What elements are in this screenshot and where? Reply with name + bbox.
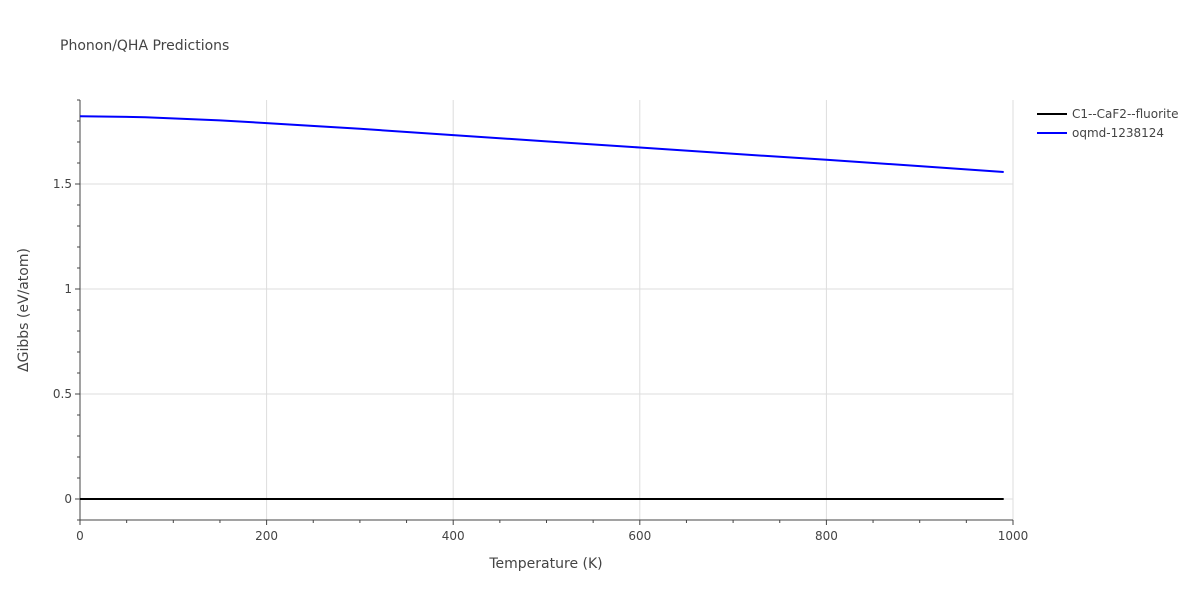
legend: C1--CaF2--fluorite oqmd-1238124: [1037, 107, 1178, 140]
legend-label: C1--CaF2--fluorite: [1072, 107, 1178, 121]
y-tick-label: 0.5: [53, 387, 72, 401]
x-tick-label: 1000: [998, 529, 1029, 543]
y-axis-title: ΔGibbs (eV/atom): [16, 248, 32, 372]
y-tick-label: 1: [64, 282, 72, 296]
x-axis-title: Temperature (K): [488, 556, 602, 572]
x-tick-label: 800: [815, 529, 838, 543]
legend-label: oqmd-1238124: [1072, 126, 1164, 140]
plot-area: [79, 115, 1004, 500]
y-tick-label: 1.5: [53, 177, 72, 191]
x-tick-label: 600: [628, 529, 651, 543]
x-tick-label: 200: [255, 529, 278, 543]
y-tick-label: 0: [64, 492, 72, 506]
series-line-oqmd-1238124: [79, 115, 1004, 173]
chart-title: Phonon/QHA Predictions: [60, 38, 229, 54]
axes: 0 200 400 600 800 1000 0 0.5 1 1.5: [53, 99, 1029, 543]
x-tick-label: 400: [442, 529, 465, 543]
x-tick-label: 0: [76, 529, 84, 543]
